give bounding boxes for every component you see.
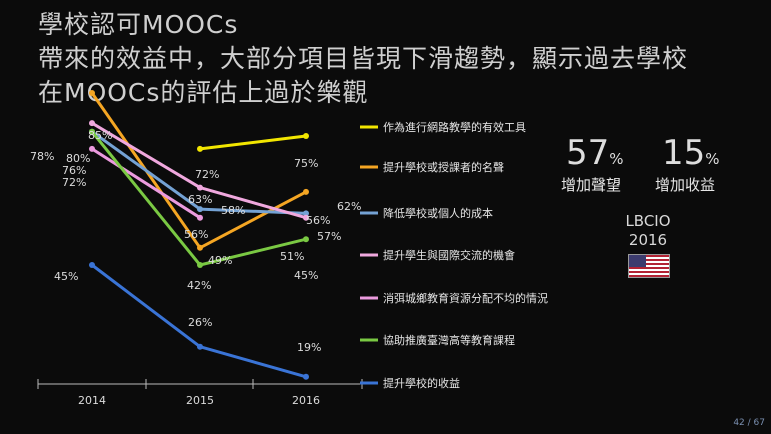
series-5-point-2016 bbox=[303, 236, 309, 243]
data-label-1-2014: 85% bbox=[88, 129, 112, 142]
stat-reputation-number: 57 bbox=[566, 133, 610, 173]
data-label-2-2015: 58% bbox=[221, 204, 245, 217]
data-label-4-2014: 72% bbox=[62, 176, 86, 189]
stat-reputation-value: 57% bbox=[566, 136, 624, 170]
us-flag-icon bbox=[628, 254, 670, 278]
data-label-extra-1: 45% bbox=[294, 269, 318, 282]
data-label-0-2015: 72% bbox=[195, 168, 219, 181]
stat-revenue-unit: % bbox=[705, 150, 720, 168]
legend-label-0: 作為進行網路教學的有效工具 bbox=[383, 120, 526, 134]
data-label-0-2016: 75% bbox=[294, 157, 318, 170]
series-6-point-2014 bbox=[89, 262, 95, 268]
data-label-6-2015: 26% bbox=[188, 316, 212, 329]
x-tick-label-2015: 2015 bbox=[186, 394, 214, 407]
data-label-0-2014: 80% bbox=[66, 152, 90, 165]
series-1-point-2014 bbox=[89, 90, 95, 96]
series-2-point-2015 bbox=[197, 206, 203, 213]
series-line-0 bbox=[199, 134, 307, 151]
source-note: LBCIO 2016 bbox=[608, 212, 688, 250]
x-tick-label-2016: 2016 bbox=[292, 394, 320, 407]
series-3-point-2016 bbox=[303, 214, 309, 221]
x-tick-label-2014: 2014 bbox=[78, 394, 106, 407]
series-3-point-2014 bbox=[89, 120, 95, 127]
series-4-point-2015 bbox=[197, 214, 203, 221]
source-name: LBCIO bbox=[625, 212, 671, 230]
legend-label-6: 提升學校的收益 bbox=[383, 376, 460, 390]
series-4-point-2014 bbox=[89, 145, 95, 152]
series-line-4 bbox=[91, 147, 201, 219]
page-total: 67 bbox=[753, 418, 765, 428]
series-3-point-2015 bbox=[197, 184, 203, 191]
title-line-2: 帶來的效益中，大部分項目皆現下滑趨勢，顯示過去學校 bbox=[38, 44, 689, 73]
source-year: 2016 bbox=[628, 231, 668, 249]
legend-label-3: 提升學生與國際交流的機會 bbox=[383, 248, 515, 262]
data-label-4-2015: 56% bbox=[184, 228, 208, 241]
data-label-6-2016: 19% bbox=[297, 341, 321, 354]
page-separator: / bbox=[744, 418, 754, 428]
series-1-point-2015 bbox=[197, 244, 203, 251]
stat-revenue-label: 增加收益 bbox=[655, 176, 716, 194]
data-label-2-2016: 57% bbox=[317, 230, 341, 243]
data-label-extra-0: 42% bbox=[187, 279, 211, 292]
title-line-1: 學校認可MOOCs bbox=[38, 10, 239, 39]
series-1-point-2016 bbox=[303, 188, 309, 195]
page-current: 42 bbox=[733, 418, 745, 428]
series-2-point-2016 bbox=[303, 210, 309, 217]
stat-revenue-number: 15 bbox=[662, 133, 706, 173]
series-0-point-2015 bbox=[197, 145, 203, 152]
data-label-5-2016: 51% bbox=[280, 250, 304, 263]
data-label-3-2016: 56% bbox=[306, 214, 330, 227]
series-5-point-2015 bbox=[197, 262, 203, 268]
stat-reputation-label: 增加聲望 bbox=[561, 176, 622, 194]
data-label-3-2014: 78% bbox=[30, 150, 54, 163]
data-label-6-2014: 45% bbox=[54, 270, 78, 283]
legend-label-5: 協助推廣臺灣高等教育課程 bbox=[383, 333, 515, 347]
legend-label-2: 降低學校或個人的成本 bbox=[383, 206, 493, 220]
legend-label-4: 消弭城鄉教育資源分配不均的情況 bbox=[383, 291, 548, 305]
series-0-point-2016 bbox=[303, 133, 309, 139]
series-6-point-2015 bbox=[197, 343, 203, 350]
series-6-point-2016 bbox=[303, 373, 309, 380]
page-number: 42 / 67 bbox=[733, 418, 765, 428]
legend-label-1: 提升學校或授課者的名聲 bbox=[383, 160, 504, 174]
data-label-5-2014: 76% bbox=[62, 164, 86, 177]
series-5-point-2014 bbox=[89, 128, 95, 135]
slide-title: 學校認可MOOCs 帶來的效益中，大部分項目皆現下滑趨勢，顯示過去學校 在MOO… bbox=[38, 8, 758, 110]
data-label-3-2015: 63% bbox=[188, 193, 212, 206]
data-label-5-2015: 49% bbox=[208, 254, 232, 267]
data-label-1-2016: 62% bbox=[337, 200, 361, 213]
stat-reputation-unit: % bbox=[609, 150, 624, 168]
stat-revenue-value: 15% bbox=[662, 136, 720, 170]
